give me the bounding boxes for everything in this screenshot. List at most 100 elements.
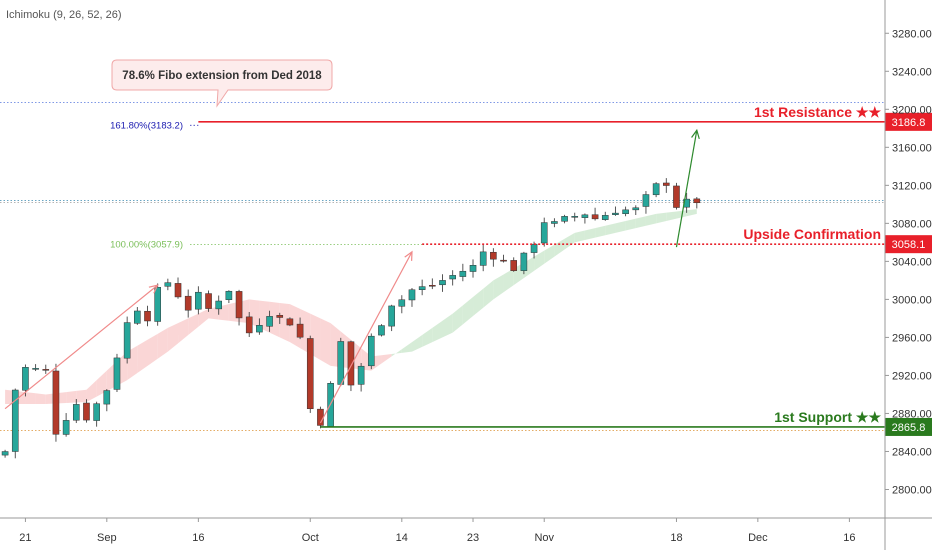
candle-body	[123, 322, 131, 359]
arrow-shaft	[319, 251, 413, 424]
candle-body	[449, 275, 456, 280]
candle	[42, 364, 50, 374]
candle	[306, 335, 314, 413]
candle	[418, 279, 426, 296]
ichimoku-cloud-segment	[584, 228, 596, 240]
level-price-badge	[885, 417, 932, 436]
arrow-shaft	[675, 130, 698, 248]
ichimoku-cloud-segment	[462, 297, 474, 325]
candle-body	[22, 367, 29, 391]
candle-body	[459, 270, 467, 277]
ichimoku-cloud-segment	[401, 342, 412, 353]
x-tick-label: 23	[467, 532, 479, 544]
candle-body	[357, 365, 365, 385]
candle-body	[296, 323, 304, 338]
candle-body	[378, 325, 385, 336]
candle-body	[530, 243, 538, 253]
ichimoku-cloud-segment	[157, 327, 168, 359]
x-tick-label: 16	[192, 532, 204, 544]
ichimoku-cloud-segment	[35, 393, 46, 404]
candle	[1, 449, 9, 458]
candle	[449, 270, 456, 286]
level-price-badge-text: 3058.1	[892, 239, 926, 251]
candle	[540, 217, 548, 247]
level-label: 1st Resistance ★★	[754, 104, 881, 120]
y-tick-label: 3080.00	[892, 218, 932, 230]
candle	[235, 289, 243, 326]
candle-body	[642, 194, 650, 207]
candle-body	[113, 357, 121, 390]
candle	[276, 312, 284, 324]
ichimoku-cloud-segment	[422, 327, 433, 347]
candle-body	[398, 299, 406, 307]
candle	[164, 278, 172, 291]
candle	[408, 287, 416, 307]
ichimoku-cloud-segment	[503, 268, 514, 293]
ichimoku-cloud-segment	[76, 389, 87, 403]
trend-arrow	[319, 250, 413, 424]
ichimoku-cloud-segment	[442, 313, 453, 338]
candle-body	[256, 325, 263, 333]
candle-body	[347, 341, 355, 386]
candle	[62, 413, 70, 437]
candle-body	[174, 283, 182, 298]
candle	[581, 213, 589, 224]
candle	[612, 206, 619, 216]
candle-body	[154, 287, 161, 322]
candle	[123, 316, 131, 364]
ichimoku-cloud-segment	[574, 230, 585, 243]
ichimoku-cloud-segment	[666, 211, 677, 221]
ichimoku-cloud-segment	[534, 250, 545, 271]
x-tick-label: Nov	[534, 532, 554, 544]
candle-body	[286, 318, 294, 326]
candle	[357, 363, 365, 392]
ichimoku-cloud-segment	[595, 225, 606, 238]
ichimoku-cloud-segment	[167, 323, 179, 352]
level-label: Upside Confirmation	[743, 226, 881, 242]
candle	[459, 263, 467, 282]
candle-body	[205, 293, 212, 309]
candle-body	[32, 368, 39, 370]
candle-body	[652, 183, 660, 196]
candle-body	[1, 451, 9, 456]
candle-body	[612, 212, 619, 215]
candle	[571, 212, 579, 222]
ichimoku-cloud-segment	[137, 339, 148, 374]
level-price-badge-text: 2865.8	[892, 422, 926, 434]
ichimoku-cloud-segment	[411, 335, 423, 352]
ichimoku-cloud-segment	[188, 313, 199, 336]
candle-body	[591, 214, 599, 220]
candle-body	[337, 341, 345, 385]
ichimoku-cloud-segment	[452, 305, 463, 333]
candle-body	[144, 310, 151, 322]
x-tick-label: Sep	[97, 532, 117, 544]
level-price-badge	[885, 112, 932, 131]
ichimoku-cloud-segment	[269, 301, 280, 338]
trend-arrow	[675, 128, 700, 248]
callout-bubble	[111, 59, 333, 108]
candle-body	[276, 315, 284, 318]
ichimoku-cloud-segment	[473, 288, 484, 317]
ichimoku-cloud-segment	[564, 232, 575, 250]
ichimoku-cloud-segment	[432, 320, 443, 343]
y-tick-label: 2960.00	[892, 332, 932, 344]
fib-label: 161.80%(3183.2)	[110, 120, 183, 131]
candle	[205, 290, 212, 312]
candle-body	[103, 390, 111, 405]
ichimoku-cloud-segment	[25, 392, 36, 404]
candle	[245, 311, 253, 337]
x-tick-label: 14	[396, 532, 408, 544]
candle-body	[571, 216, 579, 218]
candle-body	[266, 316, 273, 327]
candle-body	[510, 260, 518, 271]
ichimoku-cloud-segment	[483, 280, 494, 308]
level-label: 1st Support ★★	[774, 409, 881, 425]
ichimoku-cloud-segment	[554, 238, 565, 257]
candle	[93, 401, 100, 427]
candle-body	[195, 291, 202, 310]
y-tick-label: 2880.00	[892, 408, 932, 420]
ichimoku-cloud-segment	[86, 380, 97, 403]
x-tick-label: 21	[19, 532, 31, 544]
